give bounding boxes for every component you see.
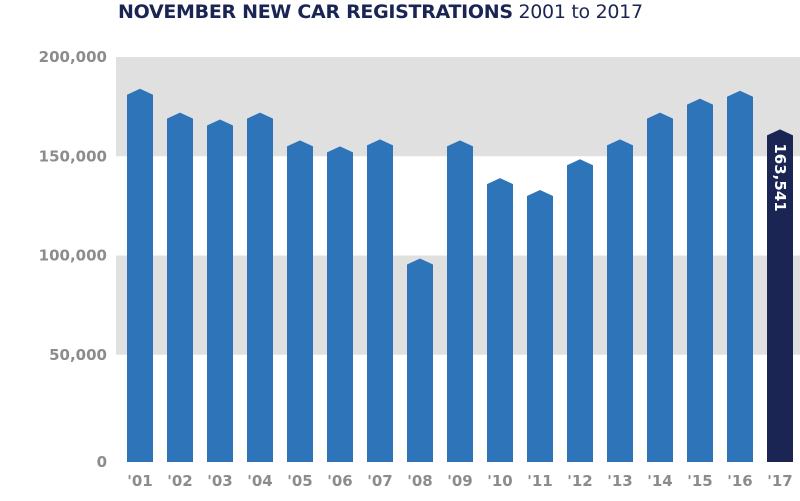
bar-09 [447,140,473,462]
bar-07 [367,139,393,462]
chart-subtitle: 2001 to 2017 [518,1,643,23]
x-tick-label: '11 [527,472,552,490]
bar-16 [727,90,753,463]
data-label: 163,541 [771,143,789,211]
bar-05 [287,140,313,462]
bar-08 [407,258,433,462]
bar-13 [607,139,633,462]
y-tick-label: 100,000 [39,247,107,265]
x-tick-label: '02 [167,472,192,490]
bar-17 [767,129,793,463]
y-tick-label: 200,000 [39,48,107,66]
bar-15 [687,98,713,462]
x-tick-label: '06 [327,472,352,490]
bar-11 [527,189,553,462]
x-tick-label: '15 [687,472,712,490]
bar-14 [647,112,673,462]
bar-01 [127,88,153,462]
x-tick-label: '17 [767,472,792,490]
bar-04 [247,112,273,462]
x-tick-label: '12 [567,472,592,490]
x-tick-label: '01 [127,472,152,490]
x-tick-label: '04 [247,472,272,490]
x-tick-label: '09 [447,472,472,490]
bar-06 [327,146,353,462]
x-tick-label: '10 [487,472,512,490]
bar-12 [567,159,593,463]
y-tick-label: 50,000 [49,346,107,364]
x-tick-label: '16 [727,472,752,490]
chart-title-main: NOVEMBER NEW CAR REGISTRATIONS [118,1,513,23]
x-tick-label: '07 [367,472,392,490]
x-tick-label: '03 [207,472,232,490]
bar-02 [167,112,193,462]
x-tick-label: '13 [607,472,632,490]
chart-title: NOVEMBER NEW CAR REGISTRATIONS 2001 to 2… [118,1,643,23]
x-tick-label: '14 [647,472,672,490]
bar-03 [207,119,233,462]
bar-10 [487,178,513,462]
y-tick-label: 0 [97,453,107,471]
x-tick-label: '08 [407,472,432,490]
y-tick-label: 150,000 [39,147,107,165]
x-tick-label: '05 [287,472,312,490]
